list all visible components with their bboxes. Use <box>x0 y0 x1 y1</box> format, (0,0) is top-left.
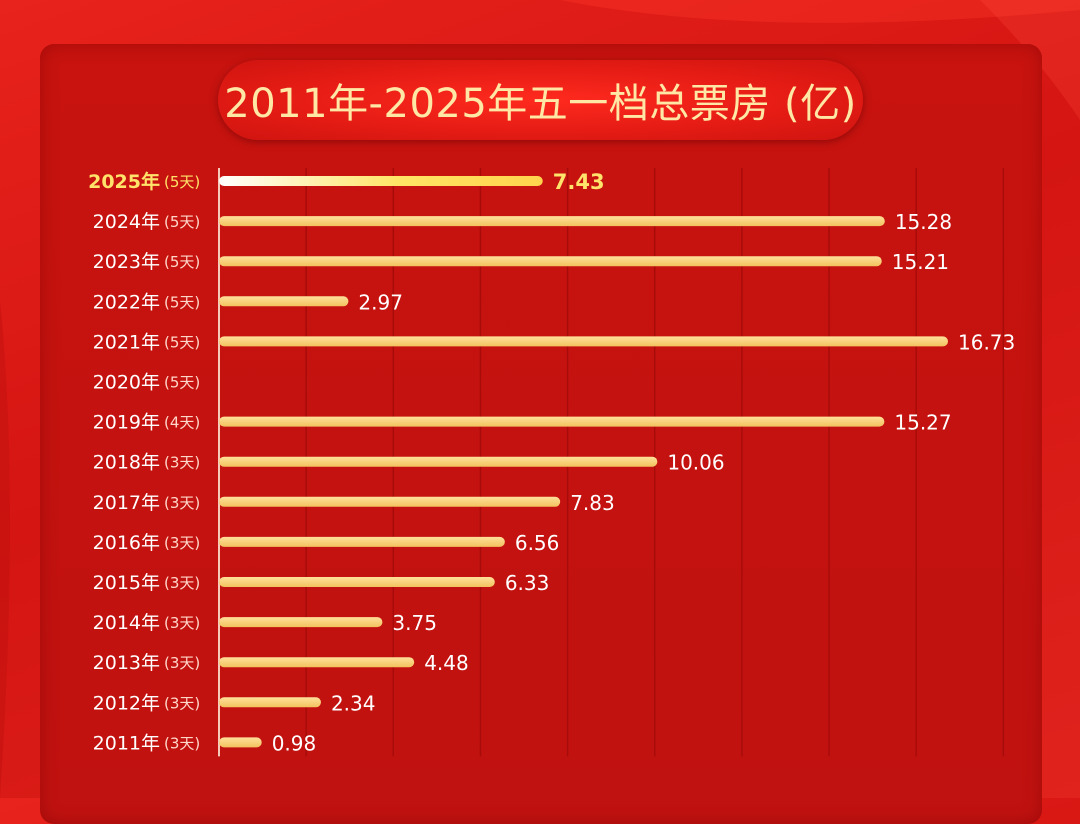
bar <box>219 657 415 668</box>
title-banner: 2011年-2025年五一档总票房 (亿) <box>218 60 863 140</box>
value-label: 6.56 <box>515 531 560 555</box>
value-label: 15.21 <box>892 250 949 274</box>
bar <box>219 496 561 507</box>
category-days-label: (5天) <box>164 374 200 392</box>
value-label: 16.73 <box>958 330 1015 354</box>
category-label: 2015年 <box>93 572 160 594</box>
bar <box>219 456 658 467</box>
value-labels: 7.43 15.28 15.21 2.97 16.73 15.27 10.06 7.83 6.5… <box>272 170 1016 755</box>
category-days-label: (5天) <box>164 253 200 271</box>
category-days-label: (5天) <box>164 213 200 231</box>
category-labels: 2025年 (5天)2024年 (5天)2023年 (5天)2022年 (5天)2021… <box>88 170 200 754</box>
category-label: 2019年 <box>93 412 160 434</box>
category-label: 2016年 <box>93 532 160 554</box>
category-label: 2018年 <box>93 452 160 474</box>
value-label: 3.75 <box>392 611 437 635</box>
bar-chart: 2025年 (5天)2024年 (5天)2023年 (5天)2022年 (5天)2021… <box>88 168 1016 757</box>
value-label: 2.97 <box>358 290 403 314</box>
category-days-label: (5天) <box>164 293 200 311</box>
category-label: 2025年 <box>88 170 160 193</box>
value-label: 10.06 <box>667 451 724 475</box>
value-label: 2.34 <box>331 691 376 715</box>
category-label: 2021年 <box>93 331 160 353</box>
bar <box>219 697 321 708</box>
category-label: 2011年 <box>93 732 160 754</box>
category-days-label: (3天) <box>164 494 200 512</box>
value-label: 7.43 <box>553 170 605 194</box>
category-days-label: (3天) <box>164 534 200 552</box>
category-days-label: (3天) <box>164 734 200 752</box>
bar <box>219 536 505 547</box>
category-label: 2022年 <box>93 291 160 313</box>
chart-panel <box>40 44 1042 824</box>
value-label: 0.98 <box>272 731 317 755</box>
bar <box>219 737 262 748</box>
value-label: 15.28 <box>895 210 952 234</box>
category-days-label: (3天) <box>164 614 200 632</box>
category-label: 2014年 <box>93 612 160 634</box>
category-days-label: (4天) <box>164 414 200 432</box>
bar <box>219 416 885 427</box>
category-label: 2023年 <box>93 251 160 273</box>
value-label: 7.83 <box>570 491 615 515</box>
category-label: 2012年 <box>93 692 160 714</box>
category-days-label: (5天) <box>164 333 200 351</box>
background-decoration <box>0 0 1080 798</box>
bars <box>219 176 948 748</box>
category-days-label: (3天) <box>164 574 200 592</box>
category-label: 2024年 <box>93 211 160 233</box>
category-label: 2017年 <box>93 492 160 514</box>
category-label: 2020年 <box>93 372 160 394</box>
bar <box>219 577 495 587</box>
category-days-label: (5天) <box>164 173 200 191</box>
bar <box>219 296 349 307</box>
bar <box>219 176 543 186</box>
bar <box>219 617 383 628</box>
chart-title: 2011年-2025年五一档总票房 (亿) <box>224 81 857 127</box>
value-label: 4.48 <box>424 651 469 675</box>
category-label: 2013年 <box>93 652 160 674</box>
value-label: 6.33 <box>505 571 550 595</box>
bar <box>219 336 948 347</box>
category-days-label: (3天) <box>164 694 200 712</box>
bar <box>219 216 885 227</box>
category-days-label: (3天) <box>164 654 200 672</box>
category-days-label: (3天) <box>164 454 200 472</box>
bar <box>219 256 882 267</box>
value-label: 15.27 <box>894 411 951 435</box>
